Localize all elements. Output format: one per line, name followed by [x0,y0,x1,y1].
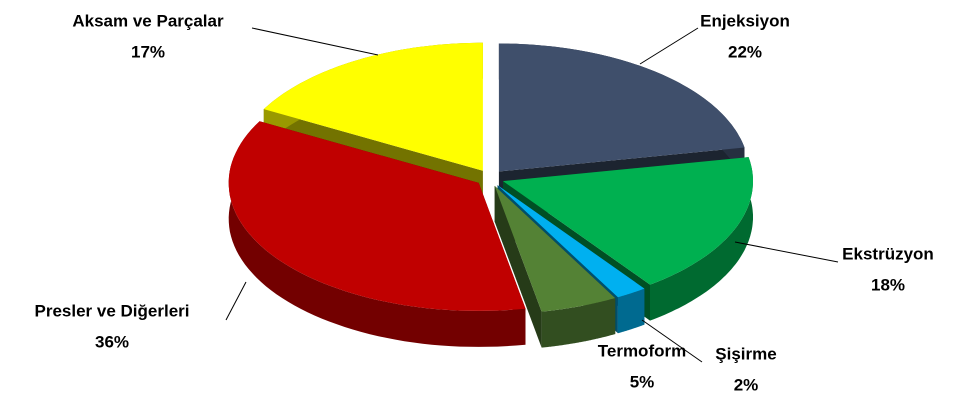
slice-value-label: 22% [728,42,762,61]
slice-value-label: 17% [131,42,165,61]
slice-value-label: 18% [871,275,905,294]
slice-top [228,121,526,311]
slice-side [541,298,616,348]
slice-side [650,157,753,321]
slice-side [228,121,526,347]
slice-top [494,185,616,312]
slice-value-label: 5% [630,372,655,391]
slice-label: Enjeksiyon [700,11,790,30]
slice [494,185,616,348]
slice-label: Termoform [598,341,686,360]
leader-line [251,27,379,56]
slice-label: Ekstrüzyon [842,244,934,263]
slice-label: Şişirme [715,344,776,363]
slice-side [617,288,645,334]
slice-top [498,43,745,172]
slice-label: Aksam ve Parçalar [72,11,224,30]
leader-line [641,319,703,363]
leader-line [225,281,247,321]
leader-line [639,27,699,65]
slice-value-label: 36% [95,332,129,351]
slice-top [263,42,483,171]
slice-side [494,185,542,348]
slice-top [497,185,645,298]
leader-line [734,241,839,263]
slice-value-label: 2% [734,375,759,394]
slice-label: Presler ve Diğerleri [35,301,190,320]
slice-top [503,157,753,285]
slice [228,121,526,347]
